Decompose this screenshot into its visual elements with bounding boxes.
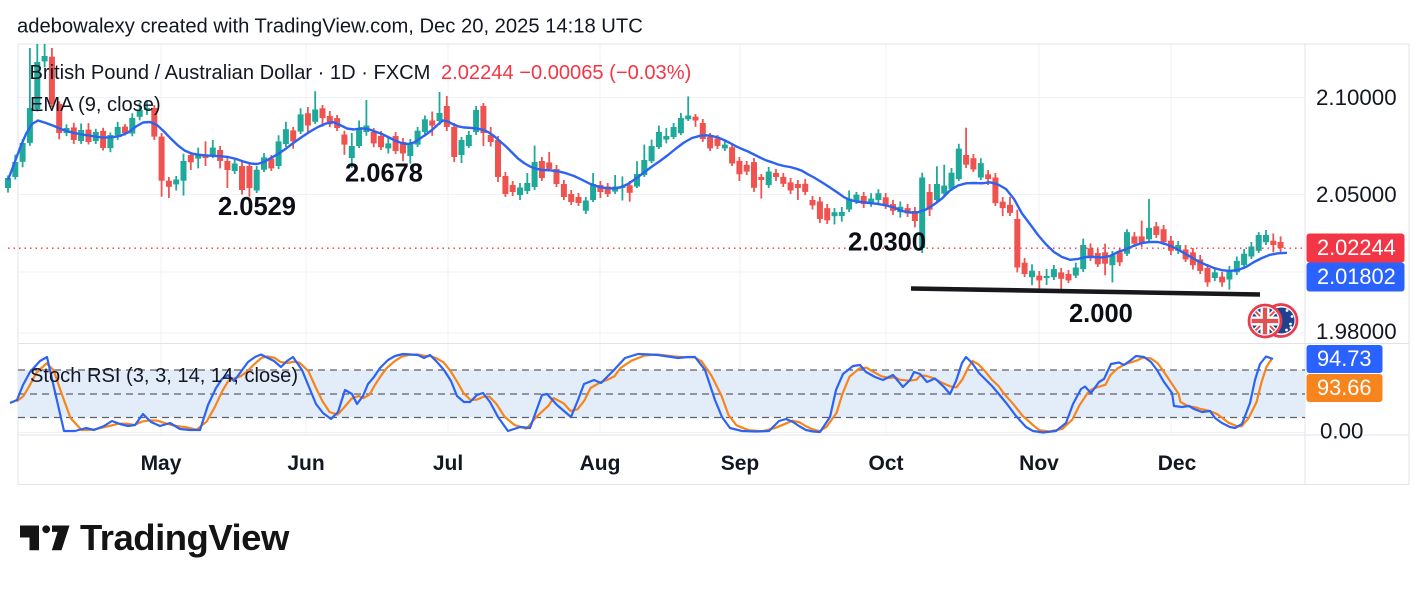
svg-text:Dec: Dec [1158, 452, 1197, 475]
svg-text:TradingView: TradingView [80, 517, 290, 558]
svg-text:Jun: Jun [287, 452, 324, 475]
svg-text:Sep: Sep [721, 452, 760, 475]
svg-text:2.02244 −0.00065 (−0.03%): 2.02244 −0.00065 (−0.03%) [441, 62, 691, 84]
svg-text:Stoch RSI (3, 3, 14, 14, close: Stoch RSI (3, 3, 14, 14, close) [30, 365, 298, 387]
svg-text:2.000: 2.000 [1069, 300, 1133, 328]
svg-text:2.0300: 2.0300 [848, 229, 926, 257]
svg-text:93.66: 93.66 [1317, 375, 1372, 400]
svg-text:Oct: Oct [868, 452, 903, 475]
svg-text:2.01802: 2.01802 [1317, 264, 1396, 289]
svg-text:2.05000: 2.05000 [1316, 182, 1397, 207]
svg-text:94.73: 94.73 [1317, 346, 1372, 371]
svg-text:2.10000: 2.10000 [1316, 85, 1397, 110]
svg-text:1.98000: 1.98000 [1316, 319, 1397, 344]
svg-text:Aug: Aug [580, 452, 621, 475]
svg-text:2.0678: 2.0678 [345, 160, 423, 188]
svg-text:Jul: Jul [433, 452, 463, 475]
svg-text:May: May [141, 452, 182, 475]
svg-text:2.0529: 2.0529 [218, 193, 296, 221]
svg-text:adebowalexy created with Tradi: adebowalexy created with TradingView.com… [17, 16, 643, 38]
svg-text:EMA (9, close): EMA (9, close) [30, 94, 161, 116]
svg-text:British Pound / Australian Dol: British Pound / Australian Dollar · 1D ·… [30, 62, 431, 84]
svg-text:Nov: Nov [1019, 452, 1059, 475]
svg-text:2.02244: 2.02244 [1317, 235, 1396, 260]
svg-text:0.00: 0.00 [1320, 419, 1363, 444]
